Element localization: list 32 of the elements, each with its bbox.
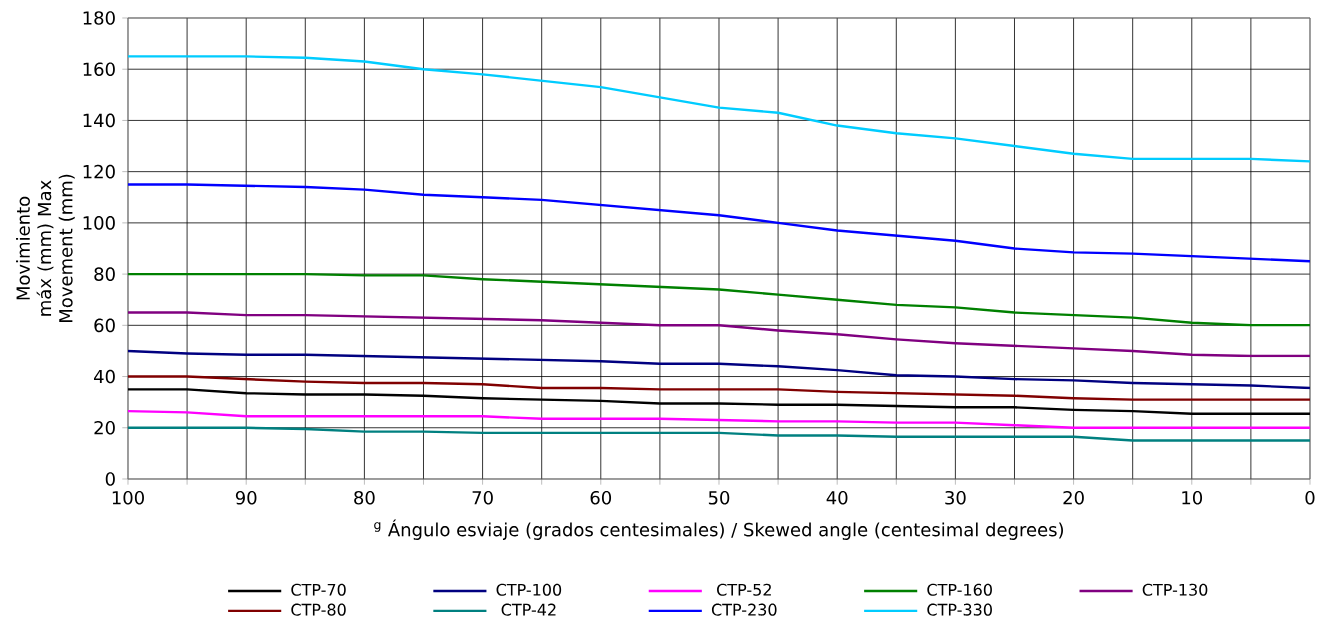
- legend-label: CTP-160: [927, 583, 992, 596]
- x-tick-label: 10: [1182, 490, 1203, 505]
- x-tick-label: 100: [112, 490, 144, 505]
- legend-label: CTP-130: [1142, 583, 1208, 596]
- y-tick-label: 120: [83, 164, 115, 179]
- y-tick-label: 160: [83, 62, 115, 77]
- y-tick-label: 20: [94, 420, 115, 435]
- x-tick-label: 0: [1305, 490, 1315, 505]
- y-axis-title: Movimiento máx (mm) Max Movement (mm): [16, 174, 75, 322]
- legend-label: CTP-330: [927, 603, 992, 616]
- y-tick-label: 40: [94, 369, 115, 384]
- y-tick-label: 60: [94, 318, 115, 333]
- y-tick-label: 0: [105, 472, 115, 486]
- y-tick-label: 180: [83, 11, 115, 25]
- x-tick-label: 70: [472, 490, 493, 505]
- x-axis-title: $^{g}$ Ángulo esviaje (grados centesimales) / Skewed angle (centesimal degrees): [374, 519, 1063, 540]
- y-tick-label: 100: [83, 216, 115, 230]
- x-tick-label: 40: [826, 490, 848, 505]
- x-tick-label: 30: [945, 490, 966, 505]
- legend-label: CTP-42: [501, 603, 556, 616]
- legend-label: CTP-80: [291, 603, 346, 616]
- x-tick-label: 50: [708, 490, 730, 505]
- x-tick-label: 80: [354, 490, 375, 505]
- x-tick-label: 60: [590, 490, 612, 505]
- x-tick-label: 90: [235, 490, 257, 505]
- legend-label: CTP-100: [496, 583, 562, 596]
- legend-label: CTP-230: [711, 603, 777, 616]
- legend-label: CTP-52: [717, 583, 771, 596]
- x-tick-label: 20: [1063, 490, 1084, 505]
- legend-label: CTP-70: [291, 583, 346, 596]
- y-tick-label: 140: [83, 113, 115, 128]
- y-tick-label: 80: [94, 267, 115, 281]
